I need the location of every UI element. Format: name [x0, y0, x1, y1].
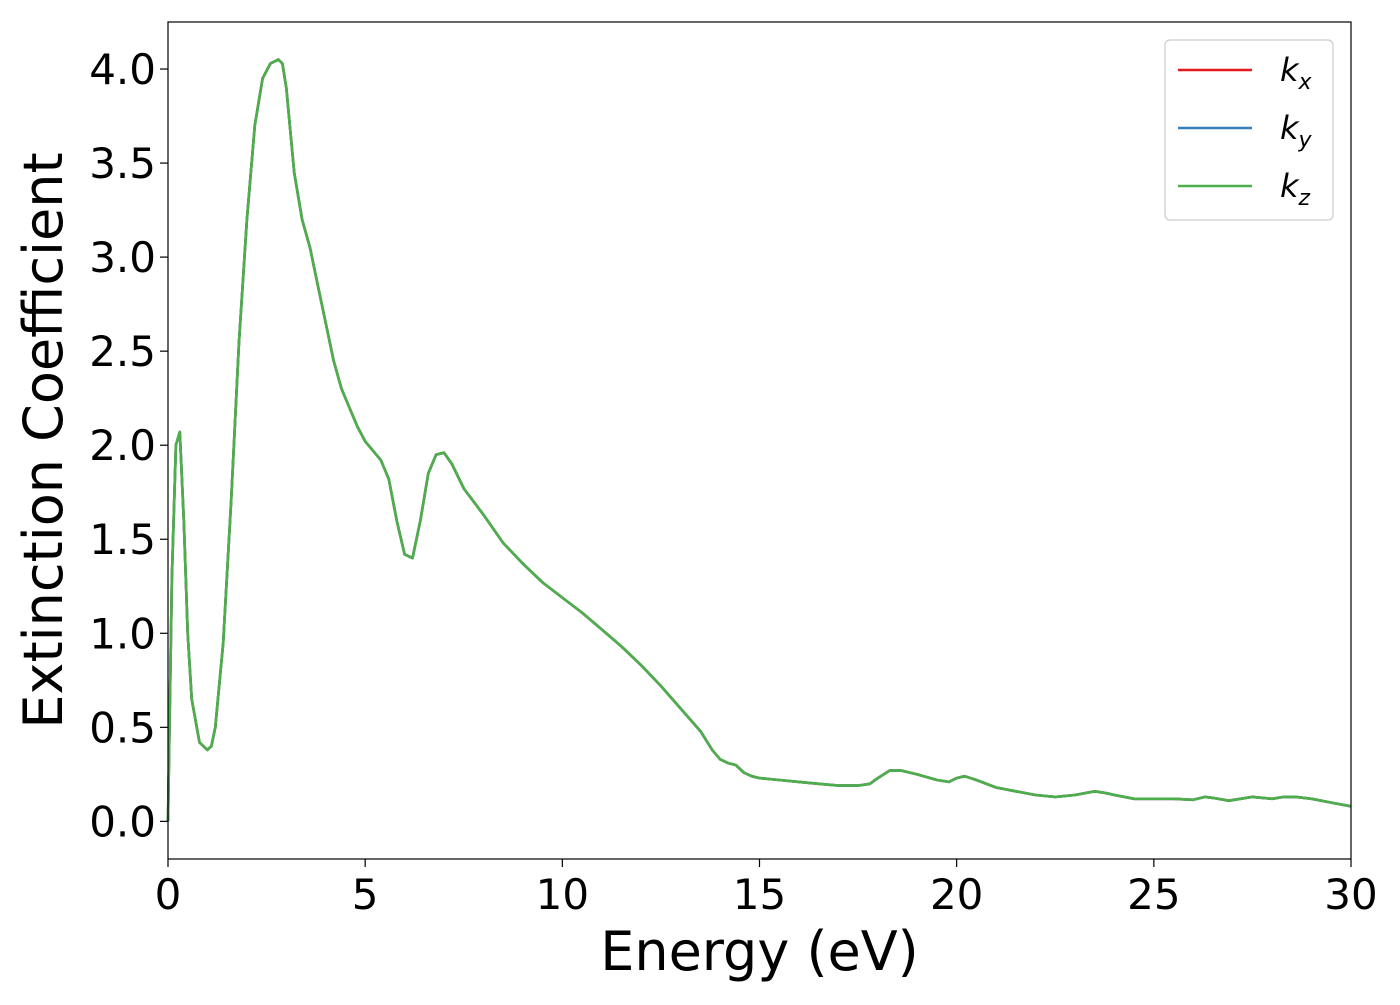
x-tick-label: 5 — [352, 870, 379, 919]
y-axis-title: Extinction Coefficient — [12, 152, 75, 728]
legend-label-subscript: z — [1298, 186, 1311, 211]
y-tick-label: 1.5 — [89, 515, 156, 564]
x-tick-label: 20 — [930, 870, 983, 919]
legend-frame — [1164, 39, 1334, 221]
legend-label-subscript: y — [1298, 128, 1313, 153]
series-line-kz — [166, 58, 1352, 822]
y-tick-label: 3.0 — [89, 233, 156, 282]
x-tick-label: 0 — [155, 870, 182, 919]
y-tick-label: 2.0 — [89, 421, 156, 470]
y-tick-label: 2.5 — [89, 327, 156, 376]
x-axis-title: Energy (eV) — [600, 920, 919, 983]
x-tick-label: 25 — [1127, 870, 1180, 919]
x-tick-label: 10 — [536, 870, 589, 919]
y-tick-label: 0.5 — [89, 703, 156, 752]
y-tick-label: 1.0 — [89, 609, 156, 658]
legend-label-ky: ky — [1280, 109, 1313, 153]
series-layer — [166, 58, 1352, 822]
x-tick-label: 15 — [733, 870, 786, 919]
x-axis: 0 5 10 15 20 25 30 — [155, 859, 1378, 919]
y-tick-label: 4.0 — [89, 45, 156, 94]
legend-label-subscript: x — [1298, 70, 1313, 95]
y-axis: 0.0 0.5 1.0 1.5 2.0 2.5 3.0 3.5 4.0 — [89, 45, 168, 846]
y-tick-label: 0.0 — [89, 797, 156, 846]
x-tick-label: 30 — [1324, 870, 1377, 919]
y-tick-label: 3.5 — [89, 139, 156, 188]
